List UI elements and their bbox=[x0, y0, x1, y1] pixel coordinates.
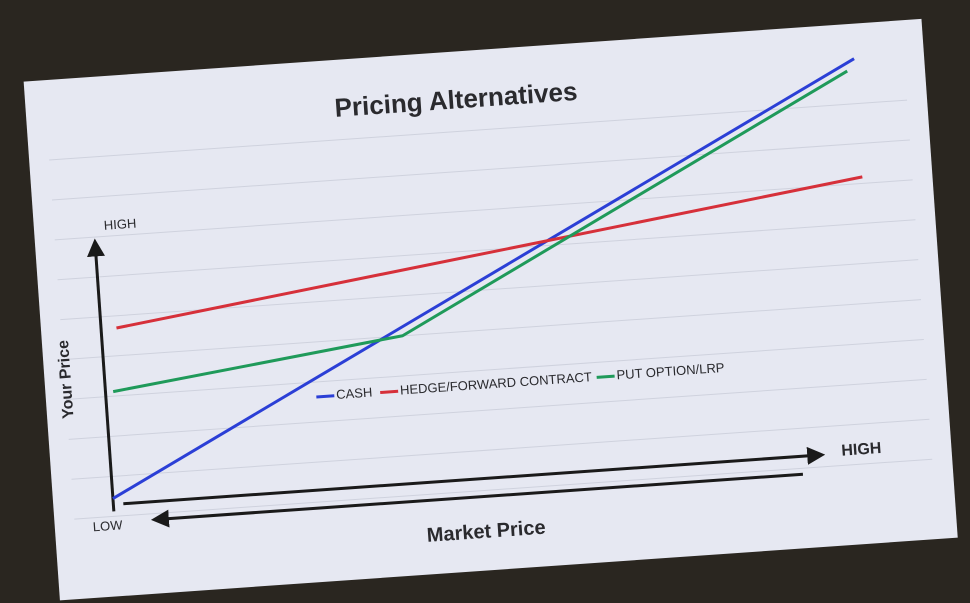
y-low-label: LOW bbox=[92, 517, 123, 534]
decorative-line bbox=[68, 378, 927, 440]
decorative-line bbox=[57, 219, 916, 281]
series-line bbox=[116, 175, 863, 330]
series-line bbox=[112, 69, 848, 394]
decorative-lines bbox=[49, 99, 933, 520]
decorative-line bbox=[51, 139, 910, 201]
x-high-label: HIGH bbox=[841, 440, 882, 460]
decorative-line bbox=[71, 418, 930, 480]
decorative-line bbox=[54, 179, 913, 241]
decorative-line bbox=[63, 299, 922, 361]
legend-swatch bbox=[596, 374, 615, 379]
decorative-line bbox=[65, 338, 924, 400]
plot: CASH HEDGE/FORWARD CONTRACT PUT OPTION/LRP bbox=[112, 57, 863, 500]
decorative-line bbox=[74, 458, 933, 520]
y-axis-arrow bbox=[87, 238, 116, 512]
y-axis-label: Your Price bbox=[55, 339, 77, 419]
slide-surface bbox=[23, 18, 958, 601]
series-line bbox=[112, 57, 855, 500]
x-axis-arrow-left bbox=[150, 472, 804, 528]
legend-swatch bbox=[380, 389, 399, 395]
slide: Pricing Alternatives HIGH LOW HIGH Marke… bbox=[23, 18, 958, 601]
decorative-line bbox=[49, 99, 908, 161]
x-axis-arrow-right bbox=[123, 446, 826, 506]
legend-swatch bbox=[316, 394, 335, 399]
legend-label: CASH bbox=[336, 385, 373, 402]
y-high-label: HIGH bbox=[103, 216, 136, 233]
